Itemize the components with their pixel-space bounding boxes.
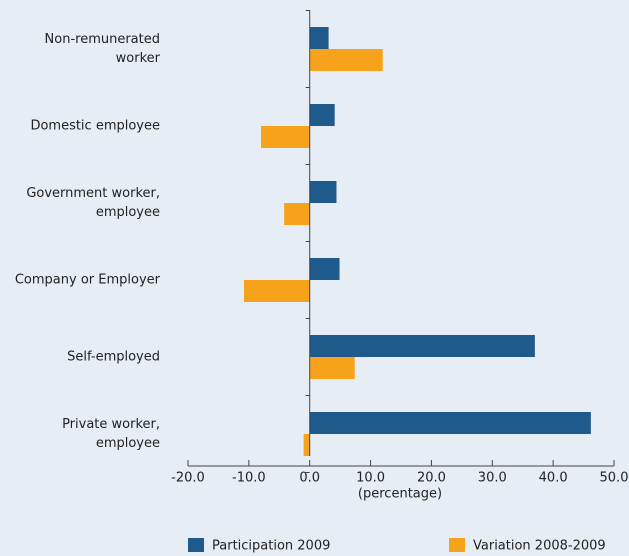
category-label: Company or Employer <box>14 272 160 288</box>
bar <box>309 357 355 379</box>
bar <box>309 49 383 71</box>
bar <box>309 335 535 357</box>
bar <box>303 434 310 456</box>
bar <box>261 126 310 148</box>
bar <box>309 104 335 126</box>
legend-swatch <box>188 538 204 552</box>
bar <box>309 258 340 280</box>
bar <box>243 280 310 302</box>
x-axis-label: (percentage) <box>358 487 442 502</box>
category-label: Domestic employee <box>30 118 160 134</box>
legend-label: Variation 2008-2009 <box>473 539 606 554</box>
bar <box>309 181 337 203</box>
x-tick-label: 40.0 <box>539 471 568 486</box>
category-label: Self-employed <box>67 349 160 365</box>
x-tick-label: 10.0 <box>356 471 385 486</box>
bar <box>284 203 310 225</box>
legend-swatch <box>449 538 465 552</box>
bar <box>309 27 329 49</box>
x-tick-label: 30.0 <box>478 471 507 486</box>
bar <box>309 412 591 434</box>
x-tick-label: -10.0 <box>232 471 266 486</box>
category-label: Private worker, employee <box>62 417 160 451</box>
category-label: Non-remunerated worker <box>44 32 160 66</box>
x-tick-label: 0.0 <box>299 471 320 486</box>
category-label: Government worker, employee <box>26 186 160 220</box>
x-tick-label: 20.0 <box>417 471 446 486</box>
legend-label: Participation 2009 <box>212 539 330 554</box>
x-tick-label: -20.0 <box>171 471 205 486</box>
x-tick-label: 50.0 <box>600 471 629 486</box>
